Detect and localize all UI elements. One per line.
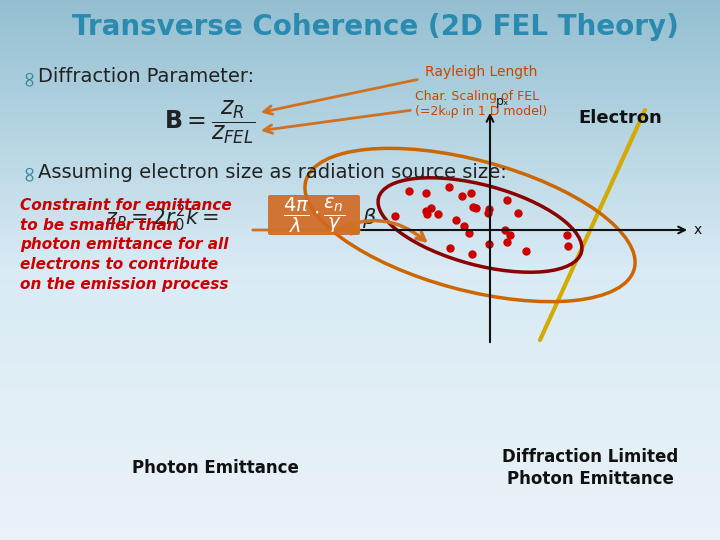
Text: Assuming electron size as radiation source size:: Assuming electron size as radiation sour… xyxy=(38,163,507,181)
Text: x: x xyxy=(694,223,702,237)
Text: ∞: ∞ xyxy=(18,163,38,181)
Text: $\dfrac{4\pi}{\lambda} \cdot \dfrac{\varepsilon_n}{\gamma}$: $\dfrac{4\pi}{\lambda} \cdot \dfrac{\var… xyxy=(283,195,345,235)
Text: Constraint for emittance
to be smaller than
photon emittance for all
electrons t: Constraint for emittance to be smaller t… xyxy=(20,198,232,292)
Text: pₓ: pₓ xyxy=(496,95,509,108)
FancyBboxPatch shape xyxy=(268,195,360,235)
Text: ∞: ∞ xyxy=(18,68,38,86)
Text: Char. Scaling of FEL
(=2kᵤρ in 1 D model): Char. Scaling of FEL (=2kᵤρ in 1 D model… xyxy=(415,90,547,118)
Text: $\mathbf{B} = \dfrac{z_R}{z_{FEL}}$: $\mathbf{B} = \dfrac{z_R}{z_{FEL}}$ xyxy=(164,98,256,146)
Text: Photon Emittance: Photon Emittance xyxy=(132,459,298,477)
Text: Transverse Coherence (2D FEL Theory): Transverse Coherence (2D FEL Theory) xyxy=(71,13,678,41)
Text: $z_R = 2r_0^2 k =$: $z_R = 2r_0^2 k =$ xyxy=(105,202,219,234)
Text: Diffraction Limited
Photon Emittance: Diffraction Limited Photon Emittance xyxy=(502,448,678,488)
Text: Rayleigh Length: Rayleigh Length xyxy=(425,65,537,79)
Text: Electron: Electron xyxy=(578,109,662,127)
Text: Diffraction Parameter:: Diffraction Parameter: xyxy=(38,68,254,86)
Text: $\beta$: $\beta$ xyxy=(362,206,377,230)
